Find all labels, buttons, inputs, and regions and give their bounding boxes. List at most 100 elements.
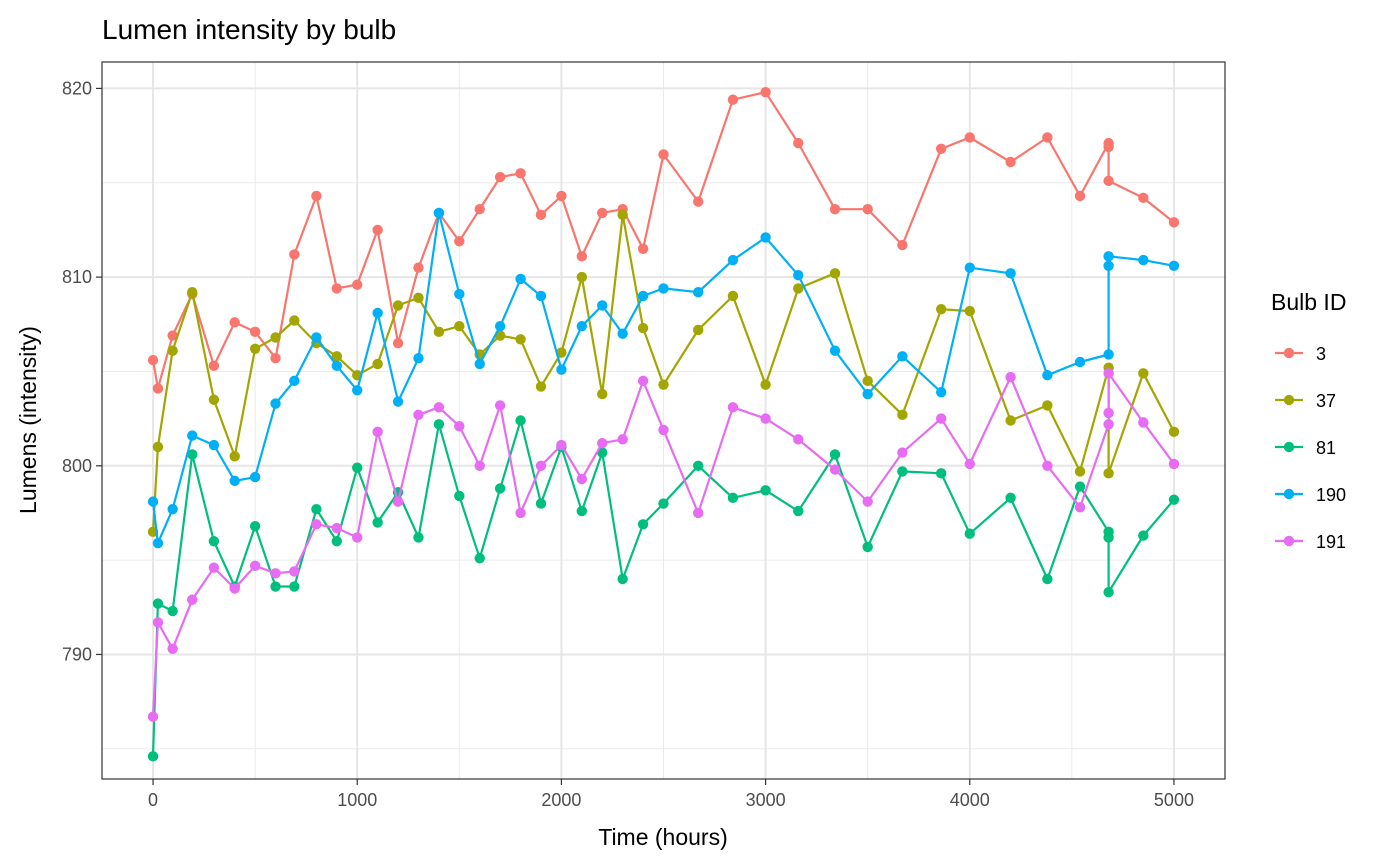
data-point-190 [1103,260,1114,271]
data-point-191 [760,413,771,424]
data-point-191 [413,409,424,421]
data-point-3 [935,143,947,154]
data-point-81 [793,505,804,517]
data-point-37 [187,286,198,298]
data-point-37 [1074,466,1086,477]
legend-item-37: 37 [1275,391,1336,411]
data-point-190 [433,207,445,219]
series-190 [147,207,1180,549]
data-point-81 [331,536,343,547]
data-point-3 [829,203,841,215]
y-tick-label: 800 [62,456,92,476]
data-point-3 [1042,132,1053,143]
data-point-3 [556,190,567,202]
data-point-3 [793,137,804,149]
data-point-81 [617,573,628,585]
data-point-190 [152,537,164,549]
x-tick-label: 1000 [337,790,377,810]
data-point-81 [829,449,841,460]
data-point-191 [1005,371,1016,383]
data-point-190 [1103,349,1114,360]
data-point-191 [576,473,588,485]
data-point-3 [576,251,588,262]
data-point-3 [1168,217,1180,228]
y-tick-label: 790 [62,644,92,664]
data-point-190 [474,358,485,370]
data-point-37 [637,322,649,334]
data-point-81 [289,581,300,592]
data-point-191 [658,424,669,436]
data-point-191 [897,447,908,458]
data-point-3 [270,353,281,364]
data-point-191 [152,617,164,628]
data-point-3 [331,283,343,294]
data-point-81 [515,415,526,426]
y-tick-label: 820 [62,78,92,98]
data-point-191 [311,519,322,530]
data-point-191 [187,594,198,605]
legend-title: Bulb ID [1271,289,1346,315]
data-point-3 [413,262,424,273]
data-point-190 [637,290,649,302]
data-point-3 [760,86,771,98]
data-point-191 [147,711,159,722]
data-point-81 [147,751,159,762]
data-point-37 [1005,415,1016,426]
data-point-3 [658,149,669,160]
data-point-37 [556,347,567,358]
data-point-3 [352,279,363,290]
data-point-190 [897,351,908,362]
data-point-191 [289,566,300,577]
legend-key-point [1283,535,1295,547]
data-point-37 [1138,368,1149,379]
data-point-191 [597,437,608,449]
data-point-191 [1103,419,1114,430]
data-point-190 [576,320,588,332]
data-point-191 [637,375,649,387]
data-point-190 [1074,356,1086,368]
data-point-81 [249,520,261,532]
series-layer [147,86,1180,762]
data-point-81 [1103,587,1114,598]
data-point-37 [270,332,281,343]
data-point-190 [727,254,739,266]
data-point-37 [454,320,465,332]
data-point-37 [658,379,669,390]
data-point-81 [862,541,873,553]
data-point-190 [829,345,841,356]
data-point-37 [208,394,220,405]
data-point-3 [1103,175,1114,187]
data-point-191 [693,507,704,519]
data-point-191 [535,460,547,471]
data-point-3 [229,317,240,328]
data-point-190 [413,353,424,364]
data-point-81 [1042,573,1053,585]
data-point-3 [454,236,465,247]
data-point-3 [289,249,300,260]
data-point-3 [311,190,322,202]
data-point-81 [187,449,198,460]
data-point-3 [167,330,178,341]
data-point-81 [535,498,547,509]
data-point-190 [862,388,873,400]
data-point-81 [727,492,739,504]
data-point-190 [693,286,704,298]
data-point-190 [229,475,240,487]
data-point-81 [208,536,220,547]
data-point-190 [270,398,281,409]
data-point-3 [208,360,220,371]
series-191 [147,368,1180,722]
legend-item-81: 81 [1275,438,1336,458]
data-point-37 [760,379,771,390]
data-point-81 [270,581,281,592]
y-tick-label: 810 [62,267,92,287]
data-point-3 [1103,141,1114,153]
data-point-191 [352,532,363,543]
data-point-37 [289,315,300,326]
data-point-191 [494,400,506,411]
data-point-190 [1103,251,1114,262]
data-point-3 [494,171,506,183]
data-point-81 [474,553,485,564]
data-point-190 [535,290,547,302]
data-point-3 [1138,192,1149,204]
